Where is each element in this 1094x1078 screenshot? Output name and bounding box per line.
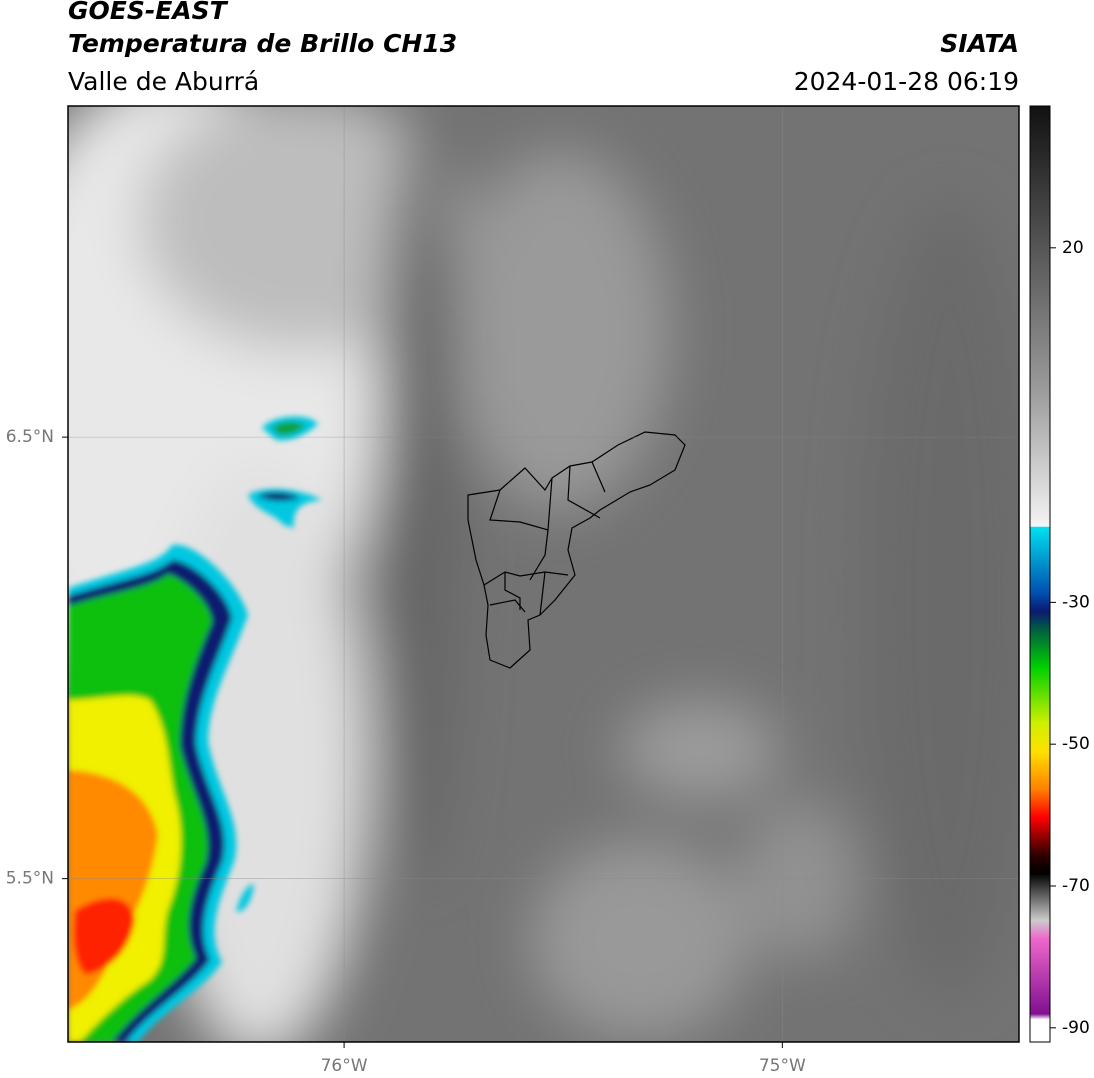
y-tick-label: 6.5°N	[6, 427, 54, 447]
colorbar-tick-label: -90	[1062, 1018, 1090, 1038]
grid	[68, 106, 1019, 1042]
colorbar	[1029, 105, 1051, 1043]
x-tick-label: 75°W	[759, 1056, 806, 1076]
x-tick-label: 76°W	[321, 1056, 368, 1076]
title: GOES-EAST	[68, 0, 229, 25]
y-tick-label: 5.5°N	[6, 869, 54, 889]
satellite-image	[68, 106, 1019, 1042]
source: SIATA	[940, 29, 1019, 58]
subtitle: Temperatura de Brillo CH13	[68, 29, 457, 58]
colorbar-tick-label: -50	[1062, 734, 1090, 754]
timestamp: 2024-01-28 06:19	[794, 67, 1019, 96]
municipality-boundaries	[467, 431, 686, 669]
colorbar-tick-label: 20	[1062, 238, 1084, 258]
region: Valle de Aburrá	[68, 67, 259, 96]
colorbar-tick-label: -70	[1062, 876, 1090, 896]
colorbar-tick-label: -30	[1062, 592, 1090, 612]
map-frame	[67, 105, 1020, 1043]
